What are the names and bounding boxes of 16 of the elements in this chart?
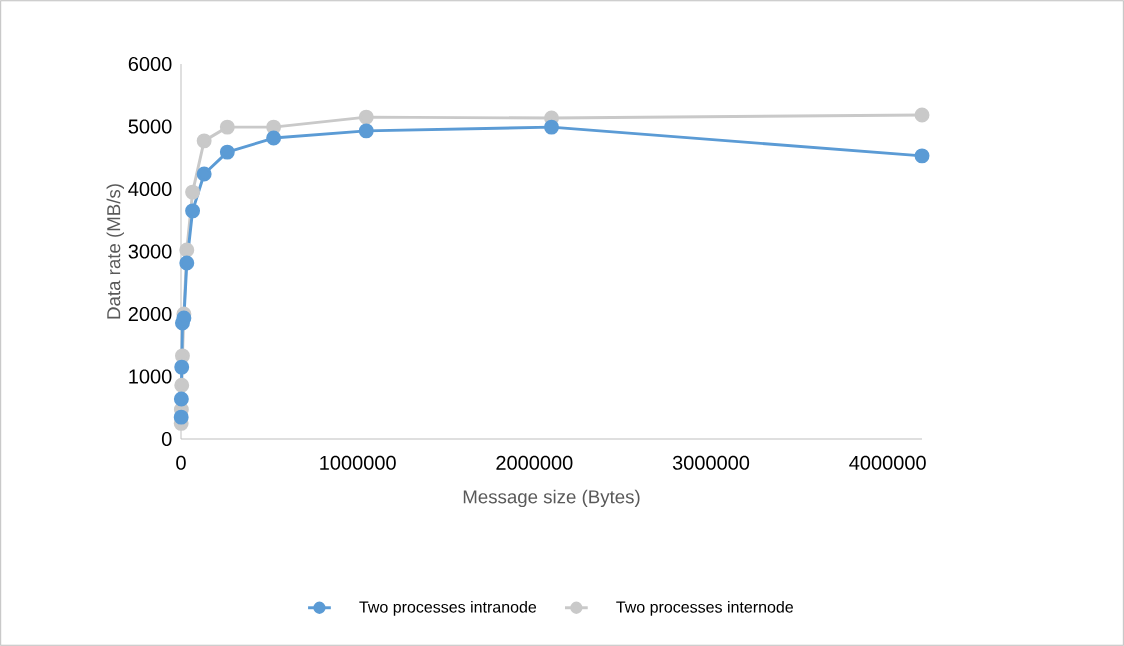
x-tick-label: 3000000 [672, 455, 750, 470]
legend-label: Two processes internode [616, 600, 793, 616]
legend-label: Two processes intranode [359, 600, 537, 616]
x-tick-label: 1000000 [320, 455, 396, 470]
y-tick-label: 5000 [128, 119, 172, 134]
y-axis-title: Data rate (MB/s) [106, 184, 124, 319]
x-tick-label: 0 [176, 455, 186, 470]
x-tick-label: 4000000 [849, 455, 926, 470]
y-tick-label: 6000 [128, 56, 172, 72]
y-tick-label: 4000 [128, 181, 172, 197]
y-tick-label: 2000 [128, 306, 172, 322]
y-tick-label: 1000 [129, 369, 172, 384]
x-tick-label: 2000000 [496, 455, 573, 470]
y-tick-label: 3000 [128, 244, 172, 259]
x-axis-title: Message size (Bytes) [463, 489, 640, 508]
y-tick-label: 0 [161, 431, 172, 447]
